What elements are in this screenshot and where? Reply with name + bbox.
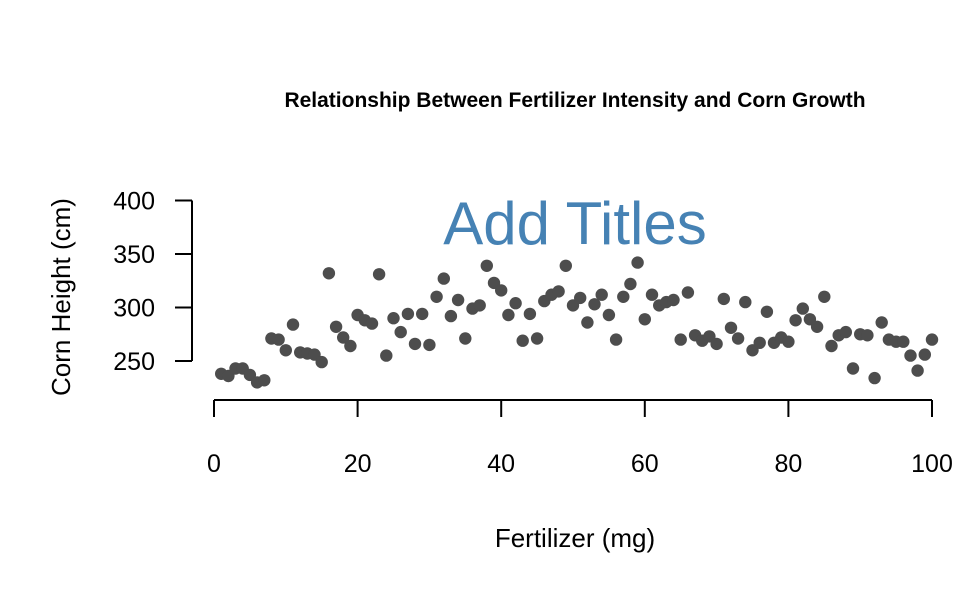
data-point <box>595 288 608 301</box>
data-point <box>681 286 695 299</box>
data-point <box>674 333 687 346</box>
x-tick-label: 20 <box>344 450 372 478</box>
data-point <box>430 290 443 303</box>
data-point <box>897 335 910 348</box>
data-point <box>258 374 271 387</box>
data-point <box>451 293 465 307</box>
data-point <box>638 313 651 326</box>
data-point <box>530 332 544 345</box>
x-tick-label: 40 <box>487 450 515 478</box>
data-point <box>839 325 852 339</box>
data-point <box>365 317 379 330</box>
y-tick-label: 400 <box>113 188 155 216</box>
axes: 0 20 40 60 80 100 250 300 350 400 <box>113 188 953 479</box>
data-point <box>516 334 529 347</box>
data-point <box>337 331 350 344</box>
data-point <box>372 268 386 281</box>
data-point <box>782 335 795 348</box>
data-point <box>918 348 931 361</box>
data-point <box>911 364 924 377</box>
data-point <box>444 309 458 323</box>
data-point <box>645 288 659 301</box>
data-point <box>502 308 515 322</box>
data-point <box>588 298 601 311</box>
data-point <box>861 329 874 342</box>
data-point <box>810 320 824 333</box>
y-tick-label: 250 <box>113 348 155 376</box>
data-point <box>796 302 809 315</box>
data-point <box>617 290 630 303</box>
data-point <box>416 307 429 321</box>
data-point <box>789 314 802 327</box>
data-point <box>344 339 357 353</box>
data-point <box>667 293 680 307</box>
data-point <box>602 308 616 322</box>
chart-title: Relationship Between Fertilizer Intensit… <box>284 89 865 112</box>
y-axis-label: Corn Height (cm) <box>46 198 76 396</box>
x-tick-label: 100 <box>911 450 953 478</box>
data-point <box>387 312 400 325</box>
data-point <box>523 307 537 321</box>
chart-annotation: Add Titles <box>443 190 706 257</box>
data-point <box>394 325 407 339</box>
data-point <box>925 333 939 346</box>
data-point <box>868 371 881 385</box>
data-point <box>559 259 572 272</box>
data-point <box>581 316 594 329</box>
data-point <box>552 285 565 298</box>
data-point <box>724 321 738 334</box>
x-tick-label: 80 <box>774 450 802 478</box>
data-point <box>760 305 774 318</box>
data-point <box>574 291 587 305</box>
data-points <box>215 256 939 389</box>
data-point <box>380 349 393 362</box>
data-point <box>315 355 328 369</box>
data-point <box>609 333 623 346</box>
data-point <box>818 290 831 303</box>
data-point <box>279 344 292 357</box>
data-point <box>710 337 723 351</box>
data-point <box>401 307 415 321</box>
data-point <box>825 339 838 353</box>
data-point <box>322 267 336 280</box>
data-point <box>717 292 730 306</box>
data-point <box>731 332 745 345</box>
data-point <box>286 318 300 331</box>
data-point <box>846 362 860 375</box>
x-tick-label: 60 <box>631 450 659 478</box>
y-tick-label: 350 <box>113 241 155 269</box>
data-point <box>480 259 493 272</box>
y-tick-label: 300 <box>113 295 155 323</box>
data-point <box>509 297 522 310</box>
data-point <box>459 332 472 345</box>
x-axis-label: Fertilizer (mg) <box>495 523 655 553</box>
data-point <box>904 349 917 362</box>
data-point <box>272 333 285 346</box>
x-tick-label: 0 <box>207 450 221 478</box>
data-point <box>495 284 508 297</box>
data-point <box>423 338 436 352</box>
data-point <box>329 320 343 333</box>
data-point <box>753 336 766 349</box>
data-point <box>739 295 752 309</box>
data-point <box>875 316 888 329</box>
data-point <box>408 337 422 351</box>
data-point <box>631 256 644 269</box>
data-point <box>437 272 450 285</box>
data-point <box>473 299 486 312</box>
data-point <box>624 277 637 291</box>
